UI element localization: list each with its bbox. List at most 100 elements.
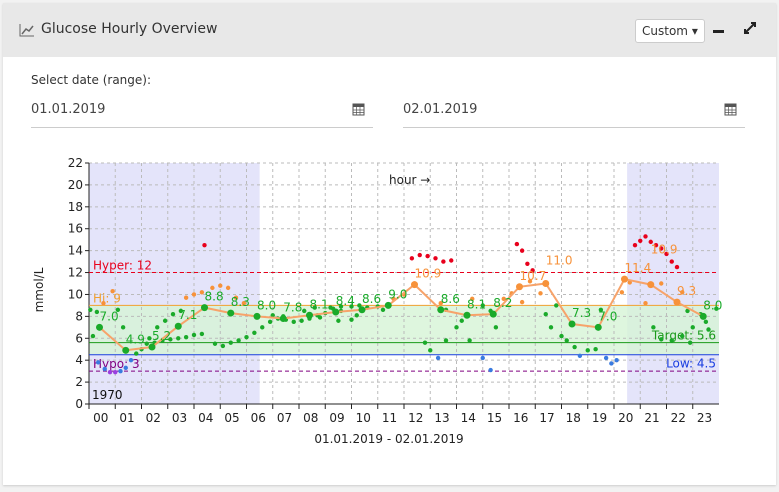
- reading-point: [638, 238, 643, 243]
- reading-point: [328, 305, 333, 310]
- reading-point: [554, 303, 559, 308]
- reading-point: [585, 348, 590, 353]
- x-tick-label: 07: [277, 411, 292, 425]
- hourly-average-point: [174, 322, 182, 330]
- x-tick-label: 21: [644, 411, 659, 425]
- reading-point: [357, 303, 362, 308]
- reading-point: [178, 308, 184, 314]
- reading-point: [664, 251, 669, 257]
- reading-point: [659, 337, 664, 342]
- hourly-average-label: 8.6: [362, 292, 381, 306]
- reading-point: [603, 355, 609, 361]
- y-tick-label: 10: [68, 287, 83, 301]
- x-tick-label: 18: [566, 411, 581, 425]
- reading-point: [202, 242, 207, 248]
- reading-point: [543, 311, 548, 317]
- hourly-average-label: 8.1: [467, 297, 486, 311]
- y-tick-label: 8: [75, 309, 83, 323]
- reading-point: [425, 253, 430, 259]
- reading-point: [519, 248, 525, 253]
- reading-point: [559, 333, 564, 339]
- reading-point: [488, 367, 493, 373]
- reading-point: [669, 338, 674, 343]
- reading-point: [90, 333, 96, 339]
- hourly-average-point: [568, 320, 576, 328]
- reading-point: [653, 242, 659, 248]
- reading-point: [267, 319, 273, 325]
- reading-point: [252, 330, 257, 335]
- x-tick-label: 09: [329, 411, 344, 425]
- minimize-icon[interactable]: [713, 30, 724, 33]
- expand-icon[interactable]: [743, 21, 757, 35]
- reading-point: [519, 299, 525, 305]
- hourly-average-label: 7.3: [572, 306, 591, 320]
- hourly-average-point: [332, 308, 340, 316]
- hourly-average-point: [437, 306, 445, 314]
- hourly-average-label: 9.0: [388, 287, 407, 301]
- reading-point: [270, 313, 275, 318]
- range-select[interactable]: Custom ▾: [635, 19, 705, 43]
- date-from-input[interactable]: 01.01.2019: [31, 99, 373, 128]
- reading-point: [669, 259, 674, 264]
- hourly-average-point: [122, 346, 130, 354]
- hourly-average-point: [358, 306, 366, 314]
- reading-point: [228, 340, 233, 345]
- reading-point: [680, 290, 685, 295]
- y-tick-label: 20: [68, 178, 83, 192]
- reading-point: [236, 338, 241, 343]
- reading-point: [110, 288, 115, 294]
- reading-point: [218, 283, 223, 288]
- reading-point: [659, 246, 664, 251]
- hourly-average-point: [201, 304, 208, 312]
- x-tick-label: 14: [461, 411, 476, 425]
- range-select-value: Custom: [642, 24, 688, 38]
- hourly-average-label: 8.6: [441, 292, 460, 306]
- reading-point: [548, 325, 554, 330]
- reading-point: [572, 344, 577, 350]
- reading-point: [115, 307, 121, 312]
- reading-point: [349, 304, 354, 309]
- reading-point: [102, 366, 107, 372]
- reading-point: [706, 327, 711, 332]
- x-tick-label: 00: [93, 411, 108, 425]
- x-tick-label: 05: [224, 411, 239, 425]
- x-tick-label: 11: [382, 411, 397, 425]
- reading-point: [493, 325, 499, 330]
- date-to-input[interactable]: 02.01.2019: [403, 99, 745, 128]
- reading-point: [703, 319, 709, 325]
- reading-point: [183, 334, 189, 340]
- reading-point: [438, 301, 443, 306]
- reading-point: [88, 307, 93, 312]
- hourly-average-label: 8.0: [703, 298, 722, 312]
- hourly-average-point: [489, 310, 497, 318]
- threshold-label: Hi: 9: [93, 291, 121, 305]
- panel-title: Glucose Hourly Overview: [41, 21, 218, 37]
- hourly-average-point: [699, 312, 707, 320]
- year-label: 1970: [92, 388, 123, 402]
- reading-point: [525, 261, 530, 266]
- reading-point: [619, 290, 625, 295]
- hourly-average-label: 11.0: [546, 254, 573, 268]
- reading-point: [598, 307, 604, 312]
- reading-point: [354, 313, 359, 318]
- calendar-icon[interactable]: [352, 102, 365, 116]
- y-tick-label: 16: [68, 222, 83, 236]
- reading-point: [291, 319, 296, 325]
- hourly-average-label: 7.8: [283, 301, 302, 315]
- hourly-average-label: 7.1: [178, 308, 197, 322]
- hourly-average-label: 8.1: [310, 297, 329, 311]
- reading-point: [128, 357, 134, 363]
- calendar-icon[interactable]: [724, 102, 737, 116]
- reading-point: [593, 347, 598, 352]
- reading-point: [233, 295, 239, 300]
- y-tick-label: 6: [75, 331, 83, 345]
- reading-point: [336, 318, 341, 323]
- reading-point: [609, 361, 614, 366]
- x-tick-label: 19: [592, 411, 607, 425]
- reading-point: [459, 318, 464, 323]
- x-tick-label: 04: [198, 411, 213, 425]
- reading-point: [168, 337, 173, 342]
- panel-header: Glucose Hourly Overview Custom ▾: [3, 3, 776, 57]
- hourly-average-point: [227, 309, 235, 317]
- reading-point: [134, 351, 139, 356]
